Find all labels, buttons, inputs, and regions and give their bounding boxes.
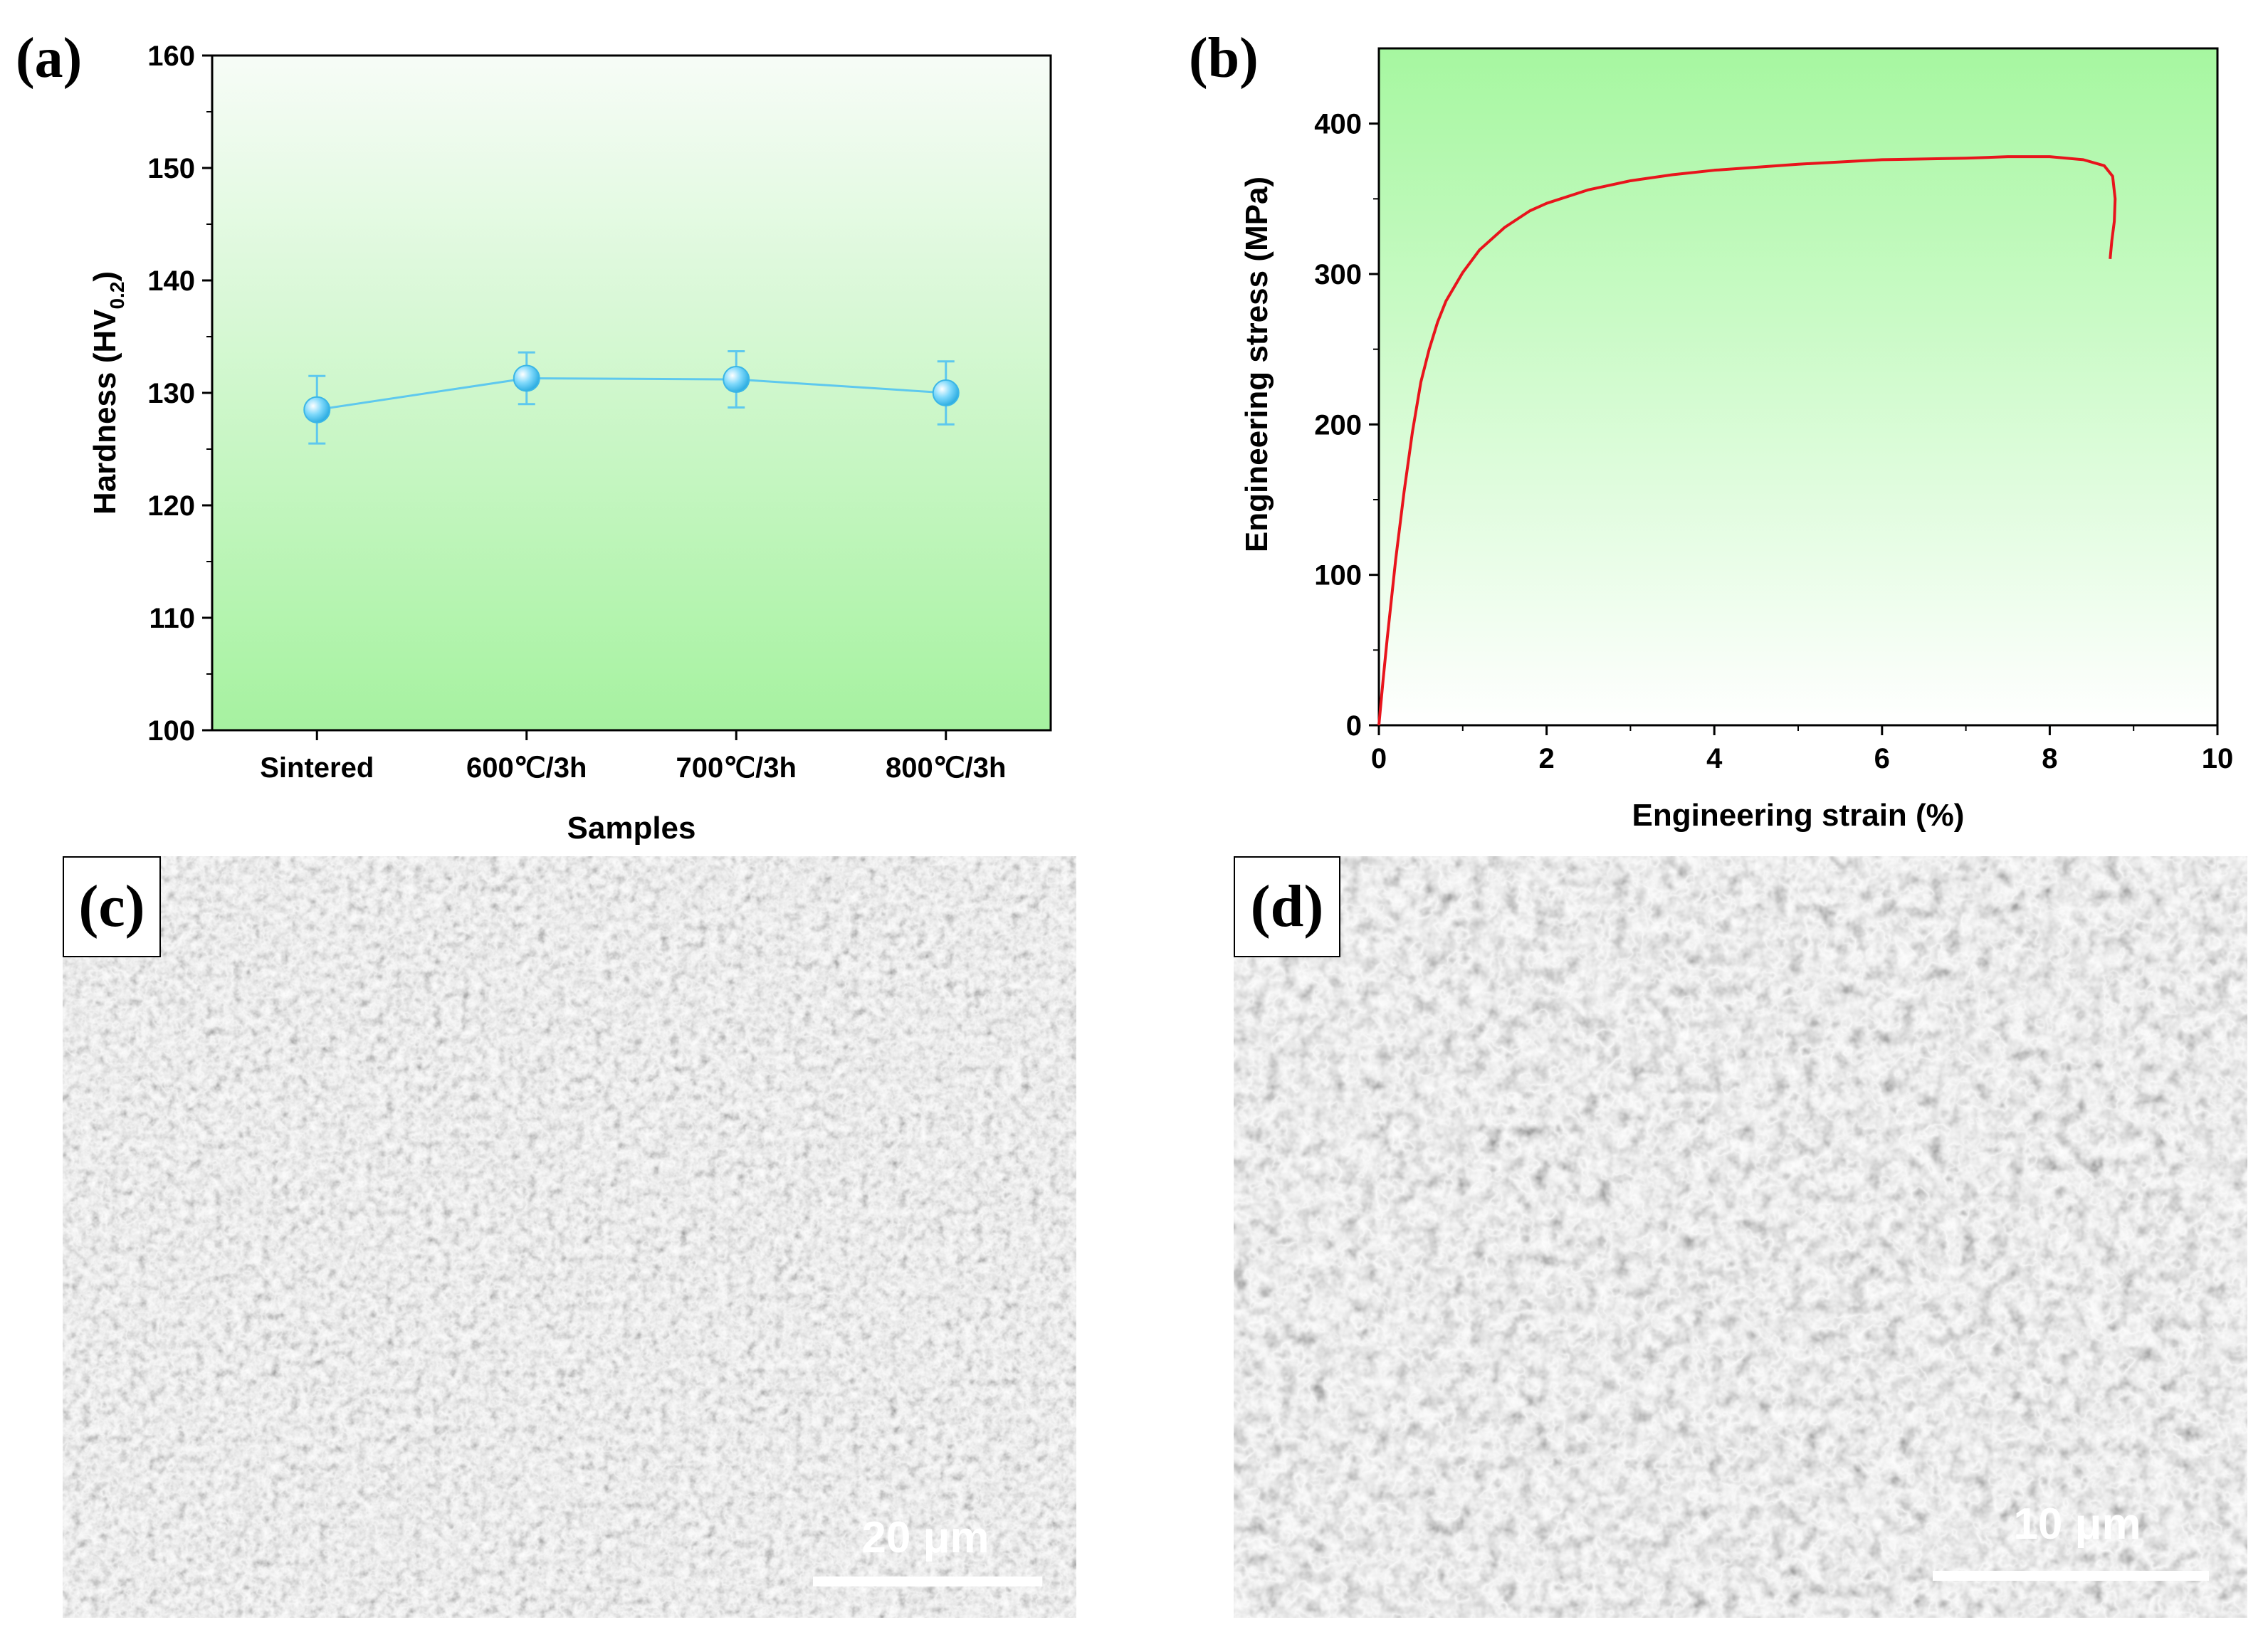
y-tick-label: 0: [1346, 710, 1362, 742]
scale-bar: [1933, 1571, 2209, 1581]
x-tick-label: 0: [1371, 743, 1387, 774]
y-tick-label: 100: [147, 715, 195, 747]
x-tick-label: 4: [1706, 743, 1723, 774]
sem-image-d: (d) 10 μm: [1234, 856, 2247, 1618]
y-tick-label: 130: [147, 378, 195, 409]
y-tick-label: 110: [149, 603, 195, 634]
y-axis-title-subscript: 0.2: [106, 282, 128, 310]
x-tick-label: 2: [1538, 743, 1554, 774]
x-tick-label: 700℃/3h: [676, 752, 797, 784]
panel-label-d: (d): [1234, 856, 1340, 957]
scale-bar-label: 10 μm: [2013, 1500, 2141, 1549]
x-tick-label: 8: [2042, 743, 2057, 774]
y-axis-title: Hardness (HV0.2): [88, 271, 128, 515]
plot-area-background: [211, 54, 1052, 732]
x-tick-label: Sintered: [260, 752, 374, 784]
y-tick-label: 300: [1314, 259, 1362, 290]
data-point: [303, 396, 331, 423]
data-point: [723, 366, 750, 394]
y-tick-label: 400: [1314, 109, 1362, 140]
x-tick-label: 6: [1874, 743, 1890, 774]
scale-bar-label: 20 μm: [861, 1513, 989, 1562]
x-tick-label: 800℃/3h: [886, 752, 1006, 784]
y-tick-label: 140: [147, 265, 195, 297]
y-tick-label: 160: [147, 41, 195, 72]
hardness-series-line: [317, 377, 946, 411]
x-axis-title: Samples: [567, 811, 696, 846]
panel-label-a: (a): [16, 27, 82, 90]
scale-bar: [813, 1577, 1042, 1586]
x-axis-title: Engineering strain (%): [1632, 798, 1965, 833]
panel-label-b: (b): [1189, 27, 1259, 90]
y-tick-label: 200: [1314, 409, 1362, 441]
hardness-chart: (a) 100 110 120 130 140 150 160 Sintered 600℃/3h…: [16, 27, 1052, 846]
y-axis-title: Engineering stress (MPa): [1239, 177, 1274, 552]
sem-image-c: (c) 20 μm: [63, 856, 1076, 1618]
x-tick-label: 600℃/3h: [466, 752, 587, 784]
plot-area-background: [1377, 47, 2219, 727]
data-point: [513, 364, 540, 392]
fracture-surface-texture: [63, 856, 1076, 1618]
data-point: [932, 379, 960, 406]
y-tick-label: 100: [1314, 560, 1362, 591]
stress-strain-curve: [1377, 155, 2117, 726]
x-tick-label: 10: [2202, 743, 2234, 774]
panel-label-c: (c): [63, 856, 161, 957]
fracture-surface-texture: [1234, 856, 2247, 1618]
y-tick-label: 120: [147, 490, 195, 522]
y-tick-label: 150: [147, 153, 195, 184]
